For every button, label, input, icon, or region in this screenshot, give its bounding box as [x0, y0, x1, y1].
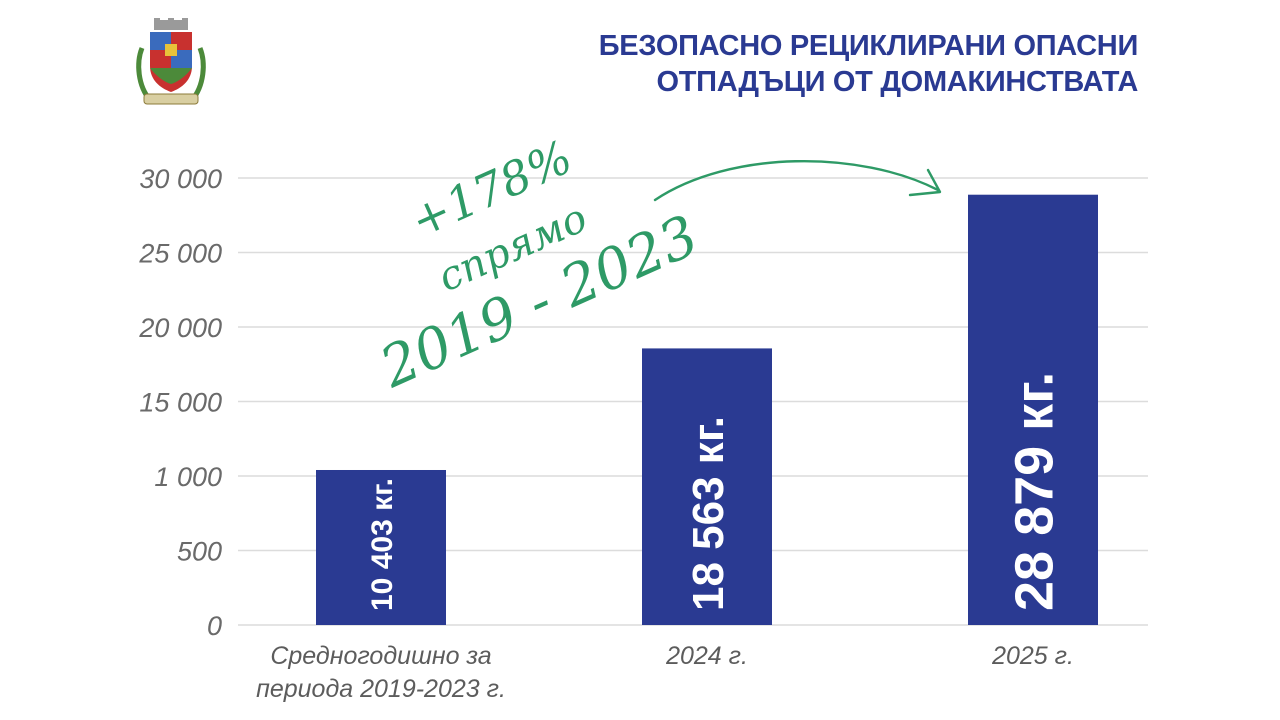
bar — [968, 194, 1098, 626]
y-tick-label: 0 — [207, 611, 222, 641]
bar-series — [316, 194, 1098, 626]
chart-title-line-1: БЕЗОПАСНО РЕЦИКЛИРАНИ ОПАСНИ — [599, 30, 1138, 62]
bar — [316, 469, 446, 625]
bar-data-label: 10 403 кг. — [366, 478, 399, 611]
chart-title-line-2: ОТПАДЪЦИ ОТ ДОМАКИНСТВАТА — [657, 66, 1139, 98]
y-tick-label: 30 000 — [139, 164, 222, 194]
x-category-label: 2024 г. — [665, 642, 748, 670]
x-axis: Средногодишно за периода 2019-2023 г. 2024… — [256, 642, 1074, 703]
y-tick-label: 15 000 — [139, 388, 222, 418]
bar-data-label: 18 563 кг. — [684, 416, 733, 611]
x-category-label: Средногодишно за — [270, 642, 491, 670]
x-category-label: 2025 г. — [991, 642, 1074, 670]
bar-data-labels: 10 403 кг. 18 563 кг. 28 879 кг. — [366, 372, 1065, 611]
y-tick-label: 500 — [177, 537, 222, 567]
y-tick-label: 1 000 — [154, 462, 222, 492]
x-category-label: периода 2019-2023 г. — [256, 675, 506, 703]
y-tick-label: 20 000 — [138, 313, 222, 343]
annotation-arrowhead — [908, 168, 942, 197]
bar-data-label: 28 879 кг. — [1004, 372, 1064, 611]
coat-of-arms-icon — [136, 18, 206, 105]
y-tick-label: 25 000 — [138, 239, 222, 269]
annotation-arrow — [653, 160, 940, 202]
bar — [642, 348, 772, 625]
y-axis: 0 500 1 000 15 000 20 000 25 000 30 000 — [138, 164, 222, 641]
